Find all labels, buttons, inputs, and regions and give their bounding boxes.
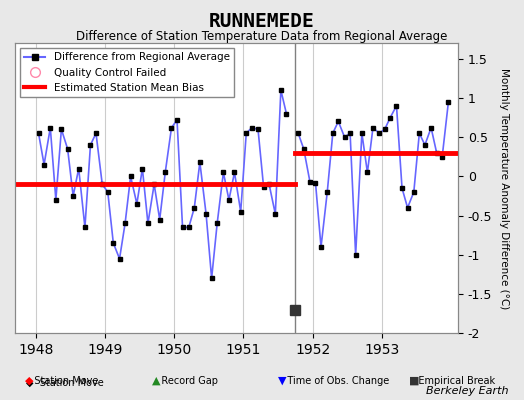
Text: ◆  Station Move: ◆ Station Move: [26, 378, 104, 388]
Text: ■: ■: [409, 376, 419, 386]
Text: Berkeley Earth: Berkeley Earth: [426, 386, 508, 396]
Text: Station Move: Station Move: [25, 376, 99, 386]
Text: RUNNEMEDE: RUNNEMEDE: [209, 12, 315, 31]
Text: ▲: ▲: [152, 376, 160, 386]
Text: Empirical Break: Empirical Break: [409, 376, 495, 386]
Legend: Difference from Regional Average, Quality Control Failed, Estimated Station Mean: Difference from Regional Average, Qualit…: [20, 48, 234, 97]
Y-axis label: Monthly Temperature Anomaly Difference (°C): Monthly Temperature Anomaly Difference (…: [499, 68, 509, 309]
Text: ▼: ▼: [278, 376, 286, 386]
Text: Difference of Station Temperature Data from Regional Average: Difference of Station Temperature Data f…: [77, 30, 447, 43]
Text: Time of Obs. Change: Time of Obs. Change: [278, 376, 389, 386]
Text: ◆: ◆: [25, 376, 34, 386]
Text: Record Gap: Record Gap: [152, 376, 218, 386]
